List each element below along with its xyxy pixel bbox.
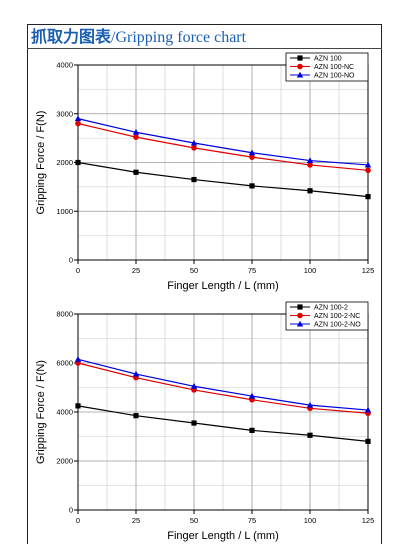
x-axis-label: Finger Length / L (mm) — [167, 530, 278, 542]
x-tick-label: 0 — [76, 516, 80, 525]
legend-entry: AZN 100 — [314, 56, 342, 63]
series-line — [77, 122, 369, 171]
chart-panel — [27, 24, 382, 544]
data-point — [132, 370, 140, 377]
data-point — [190, 139, 198, 146]
data-point — [307, 162, 313, 168]
series-3 — [74, 115, 372, 168]
page-title: 抓取力图表/Gripping force chart — [31, 27, 246, 48]
data-point — [132, 128, 140, 135]
y-tick-label: 0 — [69, 506, 73, 515]
data-point — [74, 115, 82, 122]
data-point — [307, 432, 313, 438]
legend-entry: AZN 100-2-NO — [314, 322, 361, 329]
data-point — [75, 403, 81, 409]
data-point — [306, 157, 314, 164]
data-point — [133, 134, 139, 140]
series-1 — [75, 403, 371, 444]
x-tick-label: 125 — [362, 266, 375, 275]
data-point — [133, 413, 139, 419]
series-1 — [75, 159, 371, 200]
data-point — [307, 188, 313, 194]
x-tick-label: 100 — [304, 266, 317, 275]
data-point — [133, 169, 139, 175]
x-tick-label: 75 — [248, 516, 256, 525]
data-point — [74, 356, 82, 362]
legend-entry: AZN 100-NO — [314, 73, 355, 80]
y-tick-label: 3000 — [56, 109, 73, 118]
x-tick-label: 125 — [362, 516, 375, 525]
x-tick-label: 100 — [304, 516, 317, 525]
y-tick-label: 4000 — [56, 408, 73, 417]
series-2 — [75, 120, 371, 174]
series-line — [77, 362, 369, 414]
title-divider — [27, 48, 382, 49]
series-line — [77, 358, 369, 411]
x-tick-label: 25 — [132, 516, 140, 525]
x-tick-label: 0 — [76, 266, 80, 275]
legend-swatch-marker — [297, 63, 303, 70]
data-point — [75, 159, 81, 166]
data-point — [249, 427, 255, 433]
y-tick-label: 0 — [69, 256, 73, 265]
legend-swatch-marker — [296, 320, 304, 327]
legend-swatch-marker — [296, 71, 304, 78]
series-3 — [74, 356, 372, 413]
title-english: /Gripping force chart — [111, 29, 247, 46]
y-tick-label: 8000 — [56, 310, 73, 319]
series-line — [77, 118, 369, 166]
legend-entry: AZN 100-2 — [314, 305, 348, 312]
data-point — [248, 392, 256, 399]
data-point — [249, 183, 255, 189]
data-point — [365, 194, 371, 200]
data-point — [365, 438, 371, 444]
legend-swatch-marker — [297, 312, 303, 319]
legend-swatch-marker — [297, 304, 303, 310]
y-axis-label: Gripping Force / F(N) — [35, 360, 47, 464]
grid-lines — [78, 314, 368, 510]
x-tick-label: 50 — [190, 266, 198, 275]
data-point — [75, 120, 81, 127]
y-tick-label: 2000 — [56, 457, 73, 466]
data-point — [248, 149, 256, 156]
x-axis-label: Finger Length / L (mm) — [167, 280, 278, 292]
legend-swatch-marker — [297, 55, 303, 61]
data-point — [190, 382, 198, 389]
series-line — [77, 161, 369, 198]
data-point — [365, 167, 371, 174]
legend-entry: AZN 100-2-NC — [314, 313, 360, 320]
y-tick-label: 6000 — [56, 359, 73, 368]
x-tick-label: 50 — [190, 516, 198, 525]
data-point — [191, 176, 197, 183]
data-point — [306, 401, 314, 408]
data-point — [191, 145, 197, 151]
data-point — [249, 154, 255, 160]
data-point — [364, 161, 372, 168]
y-axis-label: Gripping Force / F(N) — [35, 111, 47, 215]
x-tick-label: 25 — [132, 266, 140, 275]
series-line — [77, 405, 369, 442]
x-tick-label: 75 — [248, 266, 256, 275]
data-point — [364, 406, 372, 413]
data-point — [191, 420, 197, 426]
y-tick-label: 1000 — [56, 207, 73, 216]
gripping-force-chart-1: 0 25 50 75 100 125 0 1000 2000 3000 4000 Finger Len… — [35, 52, 375, 292]
title-chinese: 抓取力图表 — [31, 27, 112, 46]
y-tick-label: 2000 — [56, 158, 73, 167]
y-tick-label: 4000 — [56, 61, 73, 70]
legend-entry: AZN 100-NC — [314, 64, 354, 71]
